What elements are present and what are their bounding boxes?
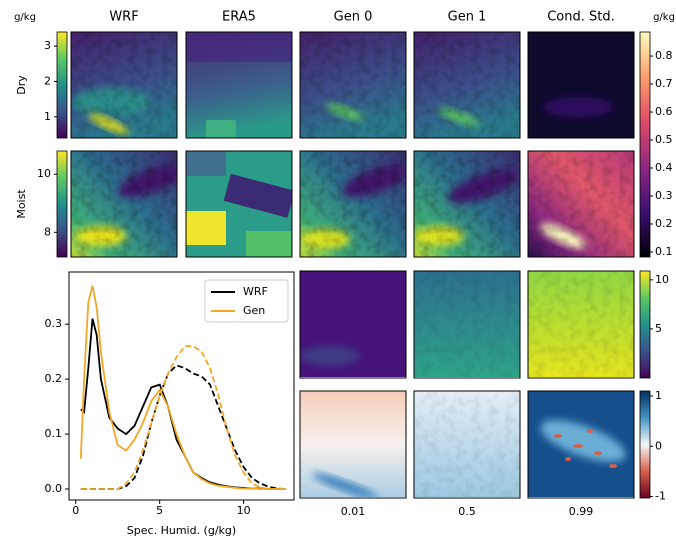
colorbar-tick-label: 0.1: [655, 245, 673, 258]
panel-dry-gen1: [414, 32, 520, 138]
panel-q99: [528, 271, 634, 377]
panel-d99: [528, 391, 634, 497]
colorbar: [639, 390, 651, 499]
colorbar-tick-label: 0.7: [655, 77, 673, 90]
x-tick-label: 10: [237, 504, 251, 517]
legend-label: Gen: [243, 304, 265, 317]
x-tick-label: 5: [156, 504, 163, 517]
quantile-label: 0.01: [341, 505, 366, 518]
line: [80, 345, 286, 490]
colorbar-tick-label: -1: [655, 489, 666, 502]
colorbar: [639, 31, 651, 258]
column-title: Cond. Std.: [547, 10, 615, 25]
panel-moist-gen1: [414, 151, 520, 257]
panel-moist-std: [528, 151, 634, 257]
line: [80, 318, 286, 490]
y-tick-label: 0.0: [45, 482, 63, 495]
y-tick-label: 0.3: [45, 317, 63, 330]
panel-d50: [414, 391, 520, 497]
row-label: Moist: [15, 189, 28, 219]
colorbar: [639, 270, 651, 379]
colorbar-tick-label: 0: [655, 439, 662, 452]
colorbar: [56, 150, 68, 258]
panel-d01: [300, 391, 406, 497]
colorbar-tick-label: 0.5: [655, 133, 673, 146]
colorbar-tick-label: 0.4: [655, 161, 673, 174]
panel-dry-gen0: [300, 32, 406, 138]
colorbar-tick-label: 10: [37, 167, 51, 180]
legend-label: WRF: [243, 285, 268, 298]
x-tick-label: 0: [72, 504, 79, 517]
colorbar-tick-label: 10: [655, 273, 669, 286]
colorbar-tick-label: 1: [44, 110, 51, 123]
colorbar-label: g/kg: [653, 12, 675, 23]
y-tick-label: 0.1: [45, 427, 63, 440]
panel-q50: [414, 271, 520, 377]
line: [80, 364, 286, 490]
panel-moist-era5: [186, 151, 292, 257]
column-title: WRF: [109, 10, 138, 25]
x-axis-label: Spec. Humid. (g/kg): [127, 524, 236, 537]
column-title: ERA5: [222, 10, 256, 25]
quantile-label: 0.99: [569, 505, 594, 518]
colorbar-tick-label: 0.2: [655, 217, 673, 230]
line: [79, 285, 286, 490]
colorbar: [56, 31, 68, 139]
panel-moist-gen0: [300, 151, 406, 257]
quantile-label: 0.5: [458, 505, 476, 518]
column-title: Gen 0: [334, 10, 373, 25]
row-label: Dry: [15, 75, 28, 95]
panel-q01: [300, 271, 406, 377]
colorbar-tick-label: 3: [44, 39, 51, 52]
panel-borders: [70, 31, 635, 499]
panel-dry-std: [528, 32, 634, 138]
colorbar-label: g/kg: [14, 12, 36, 23]
colorbar-tick-label: 0.3: [655, 189, 673, 202]
panel-moist-wrf: [71, 151, 177, 257]
column-title: Gen 1: [448, 10, 487, 25]
panel-dry-wrf: [71, 32, 177, 138]
colorbar-tick-label: 5: [655, 322, 662, 335]
colorbar-tick-label: 2: [44, 74, 51, 87]
colorbar-tick-label: 0.8: [655, 49, 673, 62]
plot-frame: [68, 271, 295, 501]
colorbar-tick-label: 0.6: [655, 105, 673, 118]
colorbar-tick-label: 1: [655, 389, 662, 402]
panel-dry-era5: [186, 32, 292, 138]
y-tick-label: 0.2: [45, 372, 63, 385]
colorbar-tick-label: 8: [44, 225, 51, 238]
